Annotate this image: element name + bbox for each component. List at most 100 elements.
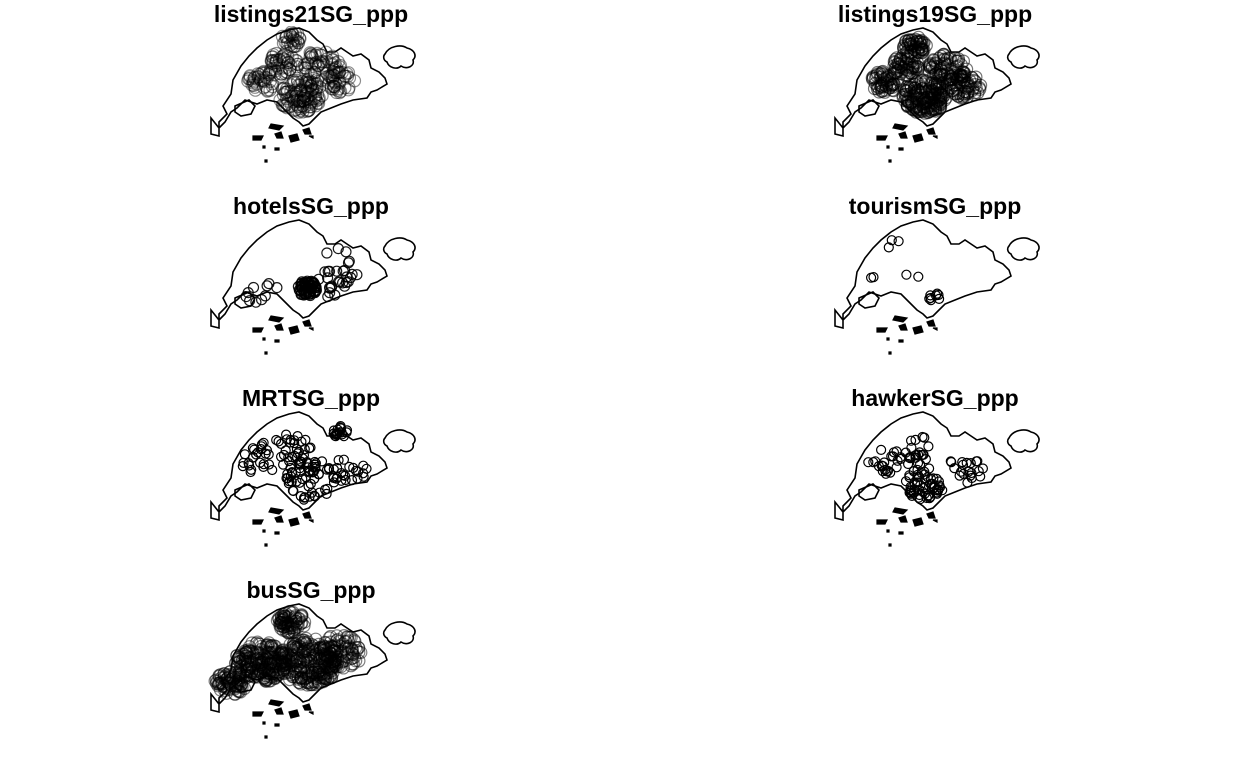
point-marker — [232, 651, 246, 665]
point-marker — [333, 85, 347, 100]
point-marker — [256, 73, 271, 88]
point-marker — [318, 673, 332, 688]
point-marker — [326, 49, 340, 63]
point-marker — [277, 81, 291, 95]
point-marker — [951, 89, 965, 103]
panel-tourism: tourismSG_ppp — [815, 192, 1055, 382]
point-marker — [295, 616, 309, 630]
point-marker — [340, 66, 354, 81]
point-marker — [917, 431, 928, 443]
small-island — [274, 323, 284, 331]
point-marker — [273, 93, 287, 107]
small-island — [912, 517, 924, 527]
point-marker — [932, 74, 947, 88]
point-marker — [293, 32, 307, 46]
small-island — [898, 131, 908, 139]
point-marker — [280, 97, 294, 112]
point-marker — [300, 471, 312, 483]
point-marker — [307, 92, 321, 106]
small-island — [252, 135, 264, 141]
point-marker — [248, 70, 262, 84]
point-marker — [323, 265, 336, 278]
point-marker — [279, 30, 293, 44]
point-marker — [308, 65, 322, 80]
point-marker — [301, 65, 315, 79]
point-marker — [284, 89, 299, 103]
point-marker — [273, 69, 288, 83]
point-marker — [330, 629, 344, 643]
point-marker — [295, 61, 310, 75]
point-marker — [301, 652, 315, 666]
point-marker — [329, 428, 340, 439]
point-marker — [899, 84, 913, 99]
point-marker — [316, 60, 330, 75]
point-marker — [328, 80, 342, 94]
point-marker — [316, 456, 328, 467]
point-marker — [298, 80, 313, 94]
small-island — [264, 735, 268, 739]
point-marker — [344, 461, 355, 473]
small-island — [892, 507, 909, 515]
point-marker — [901, 99, 915, 113]
point-marker — [257, 74, 272, 89]
jurong-island-outline — [858, 99, 880, 117]
point-marker — [285, 34, 300, 48]
point-marker — [309, 83, 323, 98]
point-marker — [332, 81, 346, 96]
point-marker — [289, 89, 303, 104]
point-marker — [287, 75, 302, 89]
point-marker — [329, 660, 343, 674]
point-marker — [296, 105, 310, 119]
point-marker — [957, 87, 971, 101]
point-marker — [294, 477, 305, 488]
point-marker — [312, 92, 326, 107]
point-marker — [304, 96, 319, 110]
point-marker — [309, 677, 323, 692]
point-marker — [303, 481, 314, 492]
point-marker — [299, 73, 314, 88]
point-marker — [248, 83, 262, 97]
small-island — [926, 511, 936, 519]
point-marker — [281, 55, 295, 70]
point-marker — [300, 75, 314, 89]
point-marker — [311, 58, 325, 73]
point-marker — [334, 276, 346, 288]
point-marker — [933, 100, 948, 115]
point-marker — [296, 98, 310, 113]
point-marker — [967, 73, 981, 88]
point-marker — [333, 76, 347, 90]
point-marker — [333, 74, 347, 88]
small-island — [932, 327, 938, 331]
point-marker — [258, 70, 273, 84]
point-marker — [300, 104, 314, 118]
point-marker — [286, 90, 300, 104]
small-island — [886, 145, 890, 149]
point-marker — [328, 653, 342, 667]
point-marker — [320, 484, 331, 495]
point-marker — [276, 82, 290, 97]
point-marker — [909, 62, 923, 76]
point-marker — [327, 69, 341, 83]
point-marker — [315, 73, 329, 87]
point-marker — [913, 271, 924, 282]
point-marker — [880, 468, 892, 479]
point-marker — [292, 105, 306, 119]
point-marker — [337, 69, 352, 83]
point-marker — [327, 65, 341, 79]
point-marker — [275, 81, 290, 96]
point-marker — [293, 654, 308, 669]
point-marker — [310, 80, 324, 94]
point-marker — [287, 485, 299, 496]
point-marker — [250, 296, 262, 308]
small-island — [876, 135, 888, 141]
point-marker — [358, 460, 369, 471]
panel-listings21: listings21SG_ppp — [191, 0, 431, 190]
point-marker — [327, 79, 341, 94]
small-island — [888, 159, 892, 163]
point-marker — [316, 55, 330, 69]
point-marker — [240, 290, 252, 303]
point-marker — [324, 58, 339, 72]
small-island — [268, 507, 285, 515]
point-marker — [284, 84, 298, 99]
jurong-island-outline — [234, 99, 256, 117]
